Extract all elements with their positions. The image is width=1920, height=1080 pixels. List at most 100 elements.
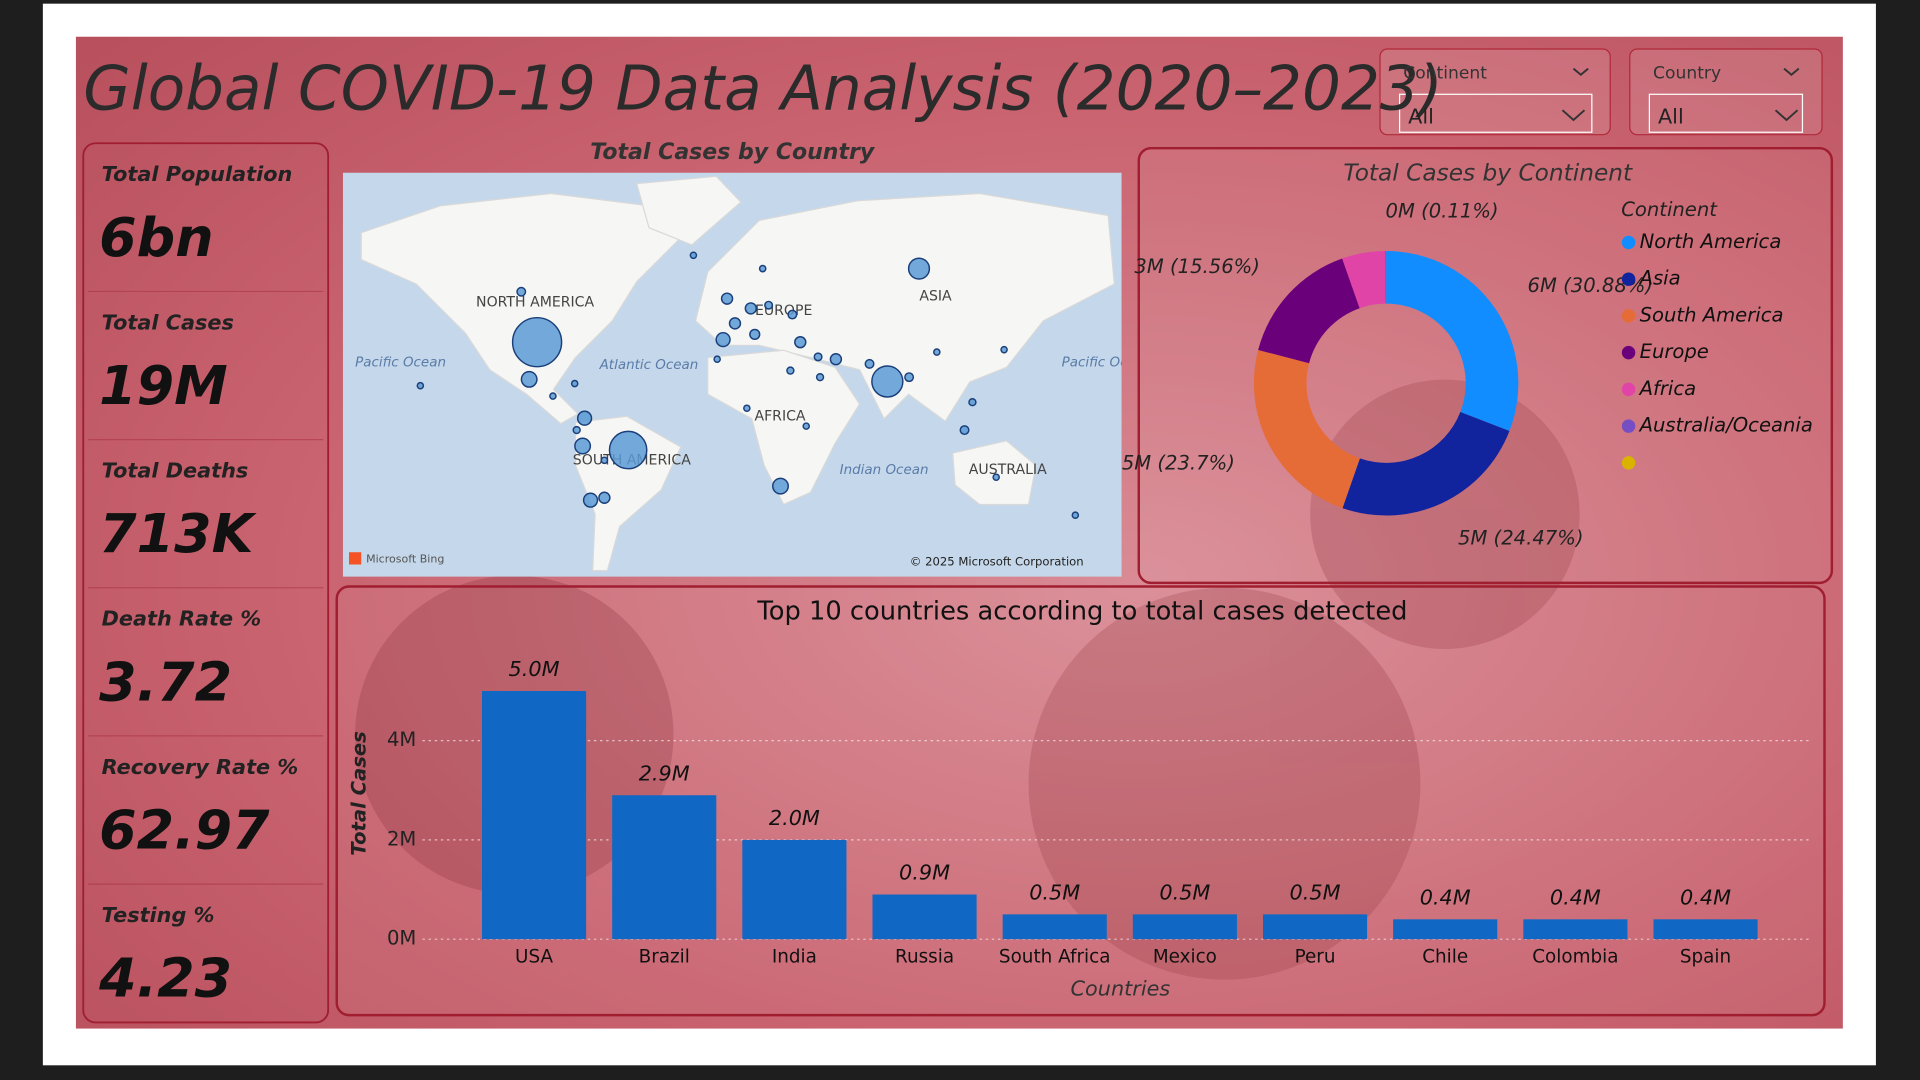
bar bbox=[1262, 914, 1368, 940]
kpi-label: Total Cases bbox=[102, 310, 234, 334]
donut-value-label: 6M (30.88%) bbox=[1528, 274, 1654, 297]
donut-value-label: 5M (24.47%) bbox=[1458, 526, 1584, 549]
legend-marker bbox=[1621, 235, 1636, 250]
filter-label: Continent bbox=[1403, 63, 1487, 83]
kpi-label: Total Deaths bbox=[102, 458, 249, 482]
legend-label: North America bbox=[1640, 230, 1782, 253]
legend-label: Asia bbox=[1638, 267, 1681, 290]
bar-value-label: 5.0M bbox=[509, 657, 560, 681]
bar-value-label: 0.5M bbox=[1159, 881, 1210, 905]
dropdown-arrow bbox=[1561, 67, 1800, 122]
map-attribution: © 2025 Microsoft Corporation bbox=[910, 555, 1084, 569]
donut-value-label: 3M (15.56%) bbox=[1134, 255, 1260, 278]
bar bbox=[1002, 914, 1107, 940]
legend-marker bbox=[1621, 345, 1636, 360]
bar-value-label: 2.9M bbox=[639, 761, 690, 785]
bar bbox=[872, 894, 977, 940]
map-bubble bbox=[549, 392, 557, 400]
map-region-label: AFRICA bbox=[754, 408, 805, 424]
dropdown[interactable] bbox=[1398, 93, 1593, 133]
map-bubble bbox=[813, 352, 823, 362]
filter-card bbox=[1629, 48, 1823, 136]
legend-label: South America bbox=[1640, 303, 1784, 326]
bar-value-label: 0.9M bbox=[899, 861, 950, 885]
x-tick-label: India bbox=[772, 947, 817, 968]
kpi-panel bbox=[82, 142, 330, 1024]
x-tick-label: Peru bbox=[1295, 947, 1336, 968]
map-bubble bbox=[582, 492, 599, 508]
map-ocean-label: Pacific Ocean bbox=[355, 355, 446, 370]
map-land bbox=[360, 175, 1115, 572]
map-bubble bbox=[728, 317, 742, 330]
y-tick-label: 0M bbox=[387, 927, 416, 950]
bing-logo bbox=[348, 552, 362, 565]
x-tick-label: USA bbox=[515, 947, 553, 968]
map-bubble bbox=[794, 335, 807, 349]
donut-value-label: 0M (0.11%) bbox=[1386, 199, 1499, 222]
x-tick-label: Chile bbox=[1422, 947, 1468, 968]
map-bubble bbox=[570, 379, 579, 388]
map-bubble bbox=[1071, 511, 1080, 520]
map-bubble bbox=[749, 328, 761, 341]
kpi-label: Total Population bbox=[102, 162, 293, 186]
donut-slice bbox=[1342, 251, 1386, 309]
filter-value[interactable]: All bbox=[1658, 105, 1684, 129]
x-tick-label: Brazil bbox=[639, 947, 690, 968]
map-bubble bbox=[933, 348, 941, 356]
filter-label: Country bbox=[1653, 63, 1721, 83]
bar-value-label: 0.4M bbox=[1420, 886, 1471, 910]
donut-slice bbox=[1386, 251, 1519, 432]
bar bbox=[1393, 919, 1498, 940]
map-region-label: NORTH AMERICA bbox=[476, 294, 594, 310]
bar-value-label: 0.5M bbox=[1290, 881, 1341, 905]
kpi-value: 19M bbox=[99, 354, 228, 417]
map-bubble bbox=[720, 292, 734, 305]
map-bubble bbox=[787, 309, 798, 320]
map-bubble bbox=[715, 331, 731, 348]
donut-title: Total Cases by Continent bbox=[1343, 159, 1633, 186]
bar bbox=[1523, 919, 1628, 940]
map-title: Total Cases by Country bbox=[590, 140, 876, 165]
map-bubble bbox=[772, 477, 789, 495]
bar-value-label: 0.5M bbox=[1029, 881, 1080, 905]
legend-marker bbox=[1621, 456, 1636, 470]
filter-value[interactable]: All bbox=[1408, 105, 1434, 129]
map-bubble bbox=[713, 355, 721, 364]
legend-title: Continent bbox=[1621, 198, 1718, 221]
kpi-value: 3.72 bbox=[99, 650, 232, 713]
map-bubble bbox=[1000, 345, 1008, 354]
map-ocean-label: Indian Ocean bbox=[840, 463, 929, 478]
dropdown[interactable] bbox=[1648, 93, 1804, 133]
map-bubble bbox=[689, 251, 698, 260]
kpi-label: Death Rate % bbox=[102, 607, 262, 631]
map-bubble bbox=[576, 410, 593, 426]
x-axis-label: Countries bbox=[1071, 976, 1171, 1000]
map-bubble bbox=[904, 372, 915, 383]
y-axis-label: Total Cases bbox=[348, 731, 371, 856]
map-bubble bbox=[959, 425, 970, 436]
legend-label: Australia/Oceania bbox=[1638, 414, 1813, 437]
y-tick-label: 4M bbox=[387, 728, 416, 751]
map-bubble bbox=[574, 437, 592, 455]
kpi-value: 62.97 bbox=[99, 799, 270, 862]
legend-label: Europe bbox=[1640, 340, 1709, 363]
x-tick-label: Spain bbox=[1680, 947, 1731, 968]
map-bubble bbox=[871, 365, 904, 398]
map-bubble bbox=[516, 286, 527, 297]
map-bubble bbox=[572, 425, 581, 435]
filter-card bbox=[1379, 48, 1611, 136]
map-bubble bbox=[511, 316, 563, 368]
kpi-value: 4.23 bbox=[98, 947, 232, 1010]
donut-slice bbox=[1385, 251, 1387, 304]
map-bubble bbox=[864, 358, 875, 369]
x-tick-label: Colombia bbox=[1532, 947, 1618, 968]
map-attribution: Microsoft Bing bbox=[366, 553, 444, 566]
x-tick-label: Russia bbox=[895, 947, 954, 968]
map-bubble bbox=[608, 430, 648, 470]
map-bubble bbox=[520, 370, 538, 388]
map-bubble bbox=[600, 456, 609, 465]
map-bubble bbox=[815, 372, 825, 382]
bar-title: Top 10 countries according to total case… bbox=[756, 597, 1407, 627]
